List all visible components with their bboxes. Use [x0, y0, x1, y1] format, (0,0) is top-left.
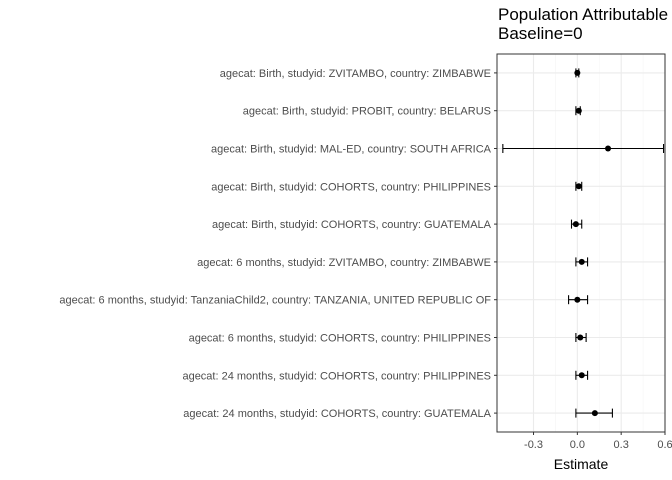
x-tick-label: 0.3: [614, 439, 629, 451]
y-tick-label: agecat: 6 months, studyid: ZVITAMBO, cou…: [197, 257, 491, 269]
y-tick-label: agecat: 24 months, studyid: COHORTS, cou…: [182, 370, 491, 382]
marks-layer: [502, 68, 665, 418]
y-tick-label: agecat: Birth, studyid: COHORTS, country…: [212, 219, 492, 231]
x-axis-title: Estimate: [554, 456, 609, 472]
y-tick-label: agecat: Birth, studyid: PROBIT, country:…: [243, 106, 491, 118]
x-axis: -0.3 0.0 0.3 0.6: [524, 432, 672, 451]
estimate-point: [578, 372, 585, 379]
x-tick-label: -0.3: [524, 439, 543, 451]
x-tick-label: 0.0: [570, 439, 585, 451]
estimate-point: [575, 183, 582, 190]
chart-title-line-2: Baseline=0: [498, 24, 583, 43]
panel-background: [497, 54, 665, 432]
y-tick-label: agecat: Birth, studyid: COHORTS, country…: [211, 181, 491, 193]
y-tick-label: agecat: 6 months, studyid: TanzaniaChild…: [59, 295, 491, 307]
chart-title-line-1: Population Attributable: [498, 5, 668, 24]
estimate-point: [578, 258, 585, 265]
y-tick-label: agecat: Birth, studyid: ZVITAMBO, countr…: [220, 68, 491, 80]
y-axis: agecat: Birth, studyid: ZVITAMBO, countr…: [59, 68, 497, 420]
estimate-point: [575, 107, 582, 114]
estimate-point: [574, 296, 581, 303]
y-tick-label: agecat: Birth, studyid: MAL-ED, country:…: [211, 144, 492, 156]
panel-border: [496, 53, 666, 433]
estimate-point: [591, 410, 598, 417]
estimate-point: [577, 334, 584, 341]
estimate-point: [572, 221, 579, 228]
y-tick-label: agecat: 6 months, studyid: COHORTS, coun…: [189, 333, 491, 345]
y-tick-label: agecat: 24 months, studyid: COHORTS, cou…: [183, 408, 491, 420]
estimate-point: [574, 69, 581, 76]
x-tick-label: 0.6: [657, 439, 672, 451]
estimate-point: [605, 145, 612, 152]
